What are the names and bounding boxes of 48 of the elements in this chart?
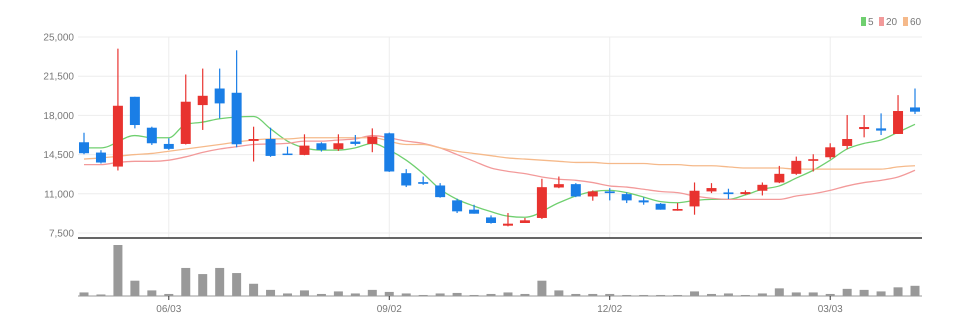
candlestick (452, 198, 462, 214)
candlestick (604, 188, 615, 201)
candlestick (910, 88, 920, 115)
y-tick-label: 7,500 (48, 228, 74, 240)
candlestick (808, 154, 818, 172)
x-tick-label: 06/03 (156, 304, 182, 315)
candlestick (757, 182, 768, 196)
candlestick (367, 128, 378, 153)
candlestick (706, 182, 716, 194)
candlestick (893, 94, 904, 135)
candlestick (248, 126, 259, 162)
candlestick (825, 142, 836, 160)
candlestick (588, 190, 598, 202)
candlestick (79, 132, 89, 155)
candlestick (164, 138, 174, 150)
y-tick-label: 25,000 (43, 32, 74, 44)
candlestick (859, 114, 870, 138)
candlestick (570, 182, 581, 198)
legend-label: 20 (886, 17, 898, 28)
candlestick (554, 176, 564, 189)
x-tick-label: 12/02 (597, 304, 623, 315)
x-tick-label: 03/03 (818, 304, 844, 315)
candlestick (333, 134, 344, 152)
legend-label: 5 (868, 17, 874, 28)
legend-label: 60 (910, 17, 922, 28)
y-tick-label: 18,000 (43, 110, 74, 122)
candlestick (96, 150, 106, 164)
candlestick (316, 142, 326, 152)
candlestick (214, 68, 225, 120)
candlestick (842, 114, 852, 150)
candlestick (502, 212, 513, 227)
y-tick-label: 21,500 (43, 72, 74, 83)
candlestick (723, 188, 734, 200)
candlestick (791, 156, 802, 176)
candlestick (774, 165, 784, 184)
candlestick (266, 127, 276, 158)
y-tick-label: 11,000 (44, 189, 74, 200)
y-tick-label: 14,500 (43, 150, 74, 162)
candlestick (690, 182, 700, 216)
candlestick (146, 126, 157, 146)
candlestick (435, 182, 446, 198)
x-tick-label: 09/02 (376, 304, 402, 315)
candlestick (198, 68, 208, 131)
candlestick (622, 192, 632, 204)
candlestick (350, 134, 360, 146)
candlestick (401, 168, 412, 188)
candlestick (299, 134, 310, 156)
candlestick (418, 176, 428, 186)
